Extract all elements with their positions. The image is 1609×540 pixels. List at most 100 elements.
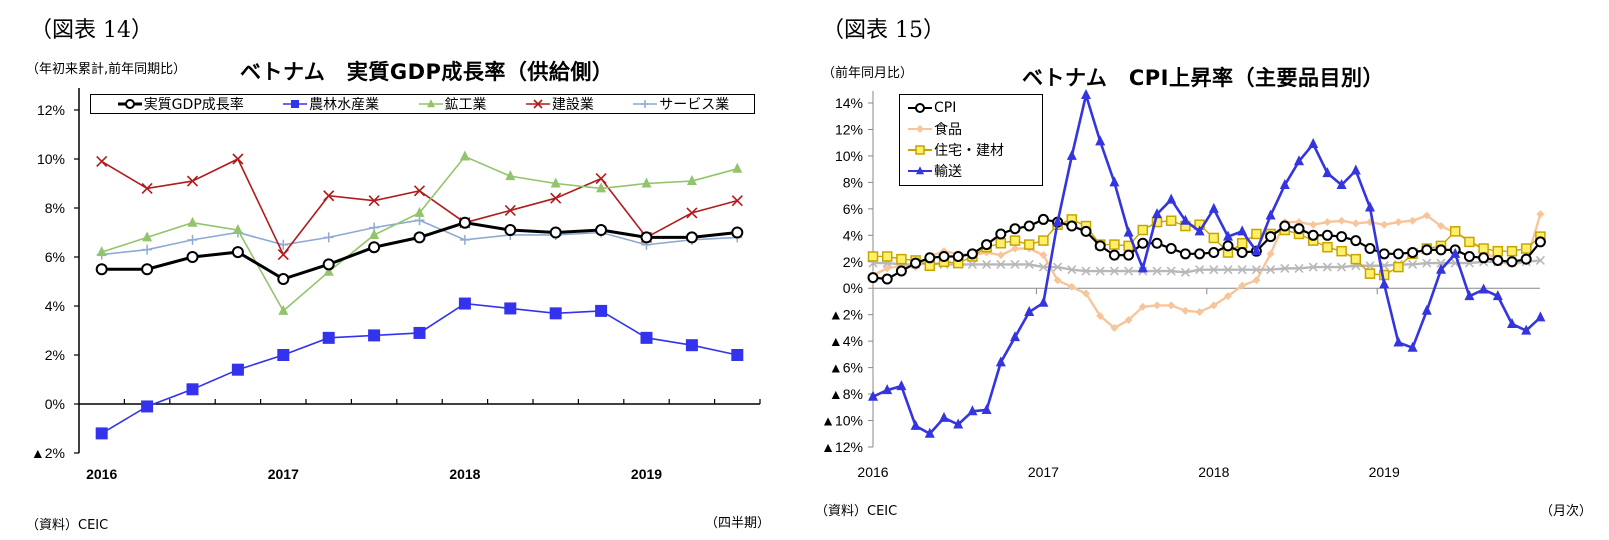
data-point: [939, 411, 949, 422]
y-tick-label: 0%: [45, 396, 65, 412]
data-point: [1236, 237, 1248, 249]
data-point: [95, 263, 108, 276]
data-point: [1138, 302, 1147, 311]
data-point: [1010, 331, 1020, 342]
data-point: [924, 427, 935, 438]
left-chart-title: ベトナム 実質GDP成長率（供給側）: [240, 60, 614, 84]
legend-swatch: [908, 165, 932, 174]
data-point: [187, 234, 198, 245]
data-point: [96, 155, 108, 168]
data-point: [881, 273, 893, 285]
data-point: [1222, 240, 1234, 252]
data-point: [1096, 312, 1105, 321]
y-tick-label: 8%: [843, 174, 863, 190]
data-point: [1392, 248, 1404, 260]
data-point: [1266, 249, 1275, 258]
data-point: [1152, 266, 1162, 276]
data-point: [369, 228, 380, 239]
data-point: [459, 150, 470, 161]
data-point: [1365, 201, 1375, 212]
data-point: [1266, 265, 1276, 275]
data-point: [231, 363, 244, 376]
left-unit-label: （年初来累計,前年同期比）: [26, 62, 187, 77]
legend-swatch: [283, 100, 308, 108]
data-point: [1422, 211, 1431, 220]
data-point: [1351, 219, 1360, 228]
data-point: [1378, 248, 1390, 260]
data-point: [896, 380, 907, 391]
data-point: [1393, 261, 1404, 273]
right-legend: CPI 食品 住宅・建材 輸送: [899, 94, 1043, 186]
legend-item: 鉱工業: [417, 94, 487, 114]
data-point: [952, 250, 964, 262]
data-point: [413, 326, 426, 339]
data-point: [368, 241, 381, 254]
data-point: [995, 356, 1006, 367]
data-point: [1195, 308, 1204, 317]
data-point: [1024, 306, 1035, 317]
data-point: [1237, 265, 1247, 275]
data-point: [1208, 247, 1220, 259]
gdp-chart: ▲2% 0% 2% 4% 6% 8% 10% 12% 2016 2017 2018 2019: [31, 88, 761, 482]
data-point: [1408, 259, 1418, 269]
data-point: [413, 185, 426, 197]
data-point: [1265, 209, 1276, 220]
legend-item: 輸送: [906, 160, 1036, 181]
data-point: [995, 228, 1007, 240]
legend-swatch: [633, 100, 658, 108]
data-point: [1478, 243, 1489, 254]
y-tick-label: 12%: [835, 121, 863, 137]
data-point: [141, 263, 154, 276]
data-point: [1421, 244, 1433, 256]
data-point: [96, 246, 107, 257]
legend-marker: [915, 102, 925, 113]
data-point: [1336, 245, 1347, 257]
data-point: [95, 427, 108, 440]
data-point: [1436, 263, 1446, 274]
data-point: [414, 206, 425, 217]
data-point: [924, 252, 936, 264]
data-point: [981, 403, 992, 414]
data-point: [596, 182, 607, 193]
data-point: [459, 234, 470, 245]
data-point: [686, 207, 698, 219]
data-point: [413, 231, 426, 244]
data-point: [1181, 306, 1190, 315]
right-unit-label: （前年同月比）: [822, 66, 914, 81]
data-point: [414, 215, 425, 226]
data-point: [1337, 262, 1347, 272]
data-point: [368, 195, 380, 207]
data-point: [322, 331, 335, 344]
data-point: [1095, 135, 1106, 146]
x-tick-label: 2018: [1198, 464, 1229, 480]
data-point: [186, 251, 199, 263]
data-point: [1123, 249, 1135, 261]
legend-label: 農林水産業: [309, 97, 380, 113]
data-point: [1294, 155, 1304, 166]
y-tick-label: 2%: [843, 254, 863, 270]
left-legend: 実質GDP成長率 農林水産業 鉱工業 建設業 サービス業: [90, 94, 755, 114]
data-point: [1066, 220, 1078, 232]
data-point: [142, 244, 153, 255]
data-point: [549, 226, 562, 239]
data-point: [1081, 89, 1091, 100]
data-point: [910, 257, 922, 269]
y-tick-label: 6%: [843, 201, 863, 217]
data-point: [1322, 167, 1333, 178]
data-point: [504, 302, 517, 315]
data-point: [1151, 237, 1163, 249]
data-point: [1095, 266, 1105, 276]
data-point: [910, 419, 921, 430]
data-point: [982, 259, 992, 269]
data-point: [1223, 230, 1233, 241]
x-tick-label: 2017: [268, 466, 299, 482]
legend-label: 輸送: [934, 163, 962, 180]
data-point: [1137, 224, 1149, 236]
legend-item: 建設業: [524, 94, 594, 114]
x-tick-label: 2019: [1369, 464, 1400, 480]
legend-marker: [916, 165, 924, 174]
data-point: [278, 304, 289, 315]
data-point: [550, 192, 562, 204]
data-point: [1279, 179, 1290, 190]
